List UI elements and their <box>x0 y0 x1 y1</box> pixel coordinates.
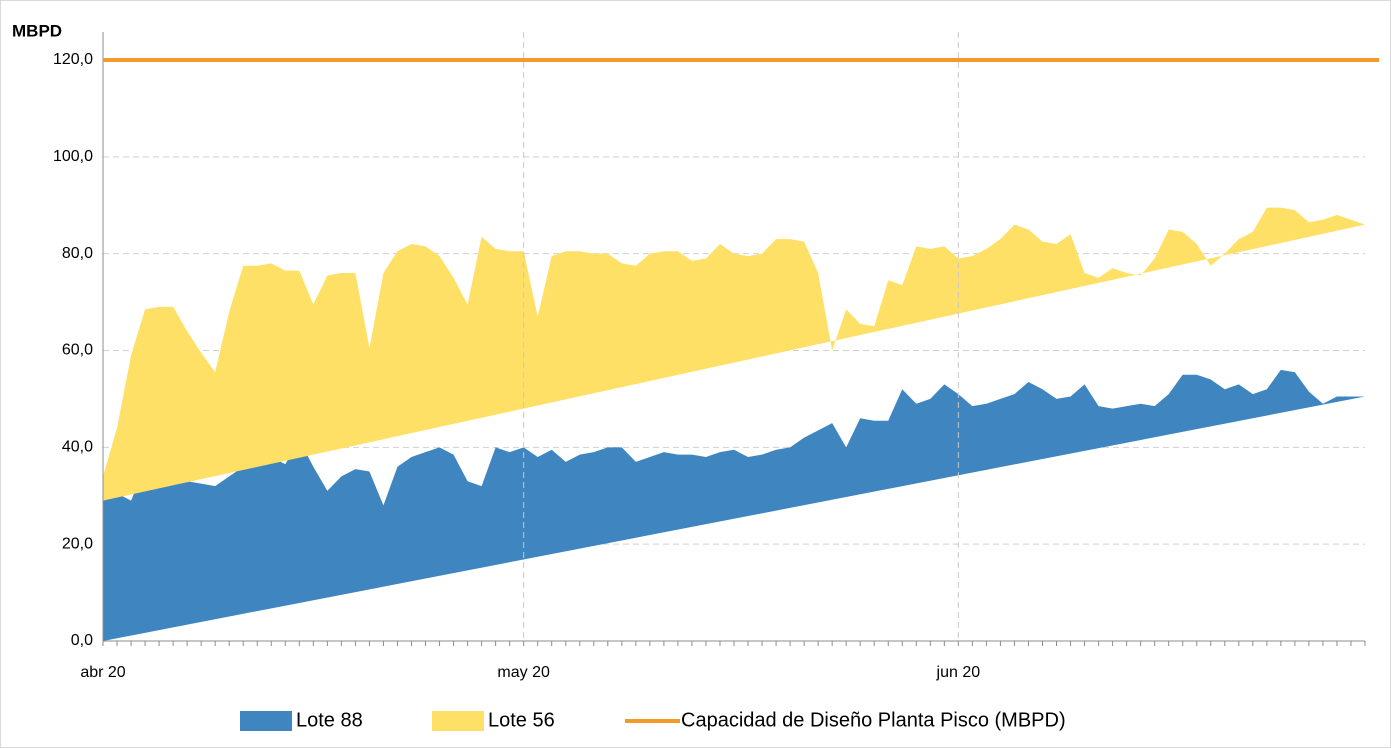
legend-swatch <box>240 711 292 731</box>
x-tick-label: may 20 <box>497 664 550 681</box>
legend-label: Lote 88 <box>296 709 363 731</box>
x-tick-label: abr 20 <box>80 664 125 681</box>
y-axis-label: MBPD <box>12 21 62 40</box>
y-tick-label: 80,0 <box>62 245 93 262</box>
x-tick-label: jun 20 <box>936 664 981 681</box>
area <box>103 369 1365 641</box>
y-tick-label: 20,0 <box>62 535 93 552</box>
y-tick-label: 100,0 <box>53 148 93 165</box>
y-tick-label: 0,0 <box>71 632 93 649</box>
legend-swatch <box>432 711 484 731</box>
legend-label: Capacidad de Diseño Planta Pisco (MBPD) <box>681 709 1066 731</box>
y-tick-label: 40,0 <box>62 439 93 456</box>
area <box>103 207 1365 501</box>
y-tick-label: 60,0 <box>62 342 93 359</box>
y-tick-label: 120,0 <box>53 51 93 68</box>
legend-label: Lote 56 <box>488 709 555 731</box>
